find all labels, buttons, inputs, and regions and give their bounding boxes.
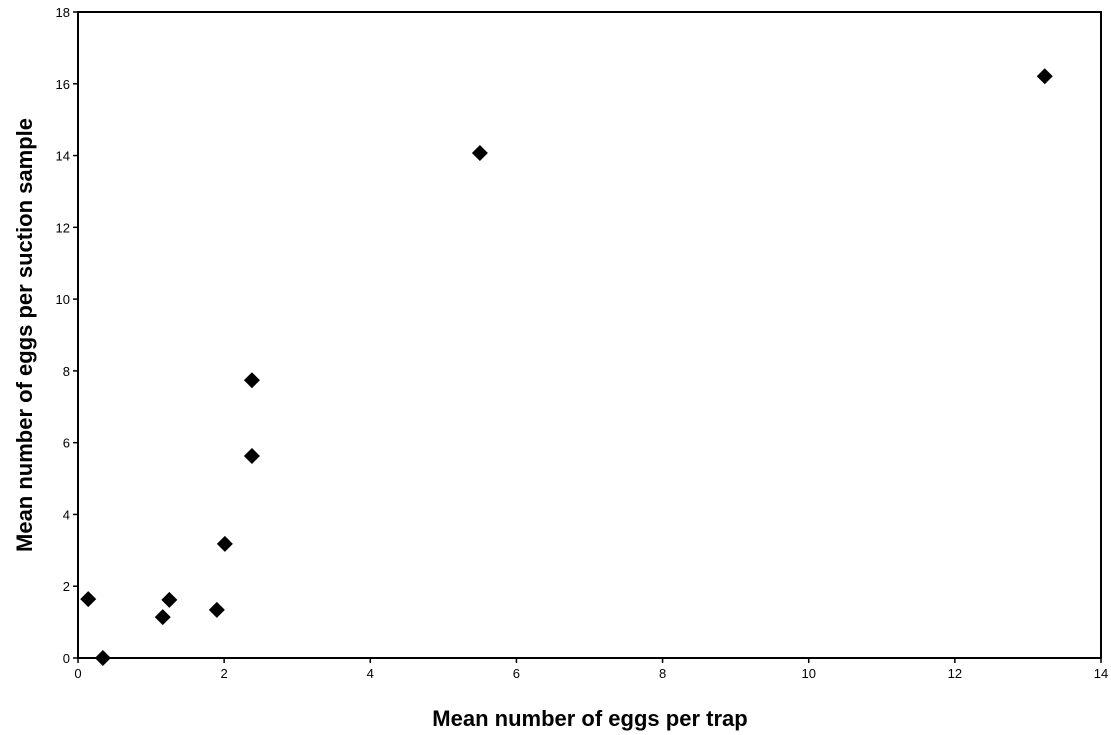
- point: [216, 535, 233, 552]
- y-tick-label: 12: [56, 220, 70, 235]
- y-tick-label: 14: [56, 149, 70, 164]
- y-tick-label: 4: [63, 507, 70, 522]
- x-tick-label: 12: [948, 666, 962, 681]
- point: [243, 372, 260, 389]
- y-tick-label: 6: [63, 436, 70, 451]
- x-tick-label: 8: [659, 666, 666, 681]
- y-tick-label: 10: [56, 292, 70, 307]
- x-tick-label: 0: [74, 666, 81, 681]
- y-tick-label: 8: [63, 364, 70, 379]
- x-tick-label: 14: [1094, 666, 1108, 681]
- point: [1036, 68, 1053, 85]
- x-tick-label: 2: [221, 666, 228, 681]
- x-axis-title: Mean number of eggs per trap: [432, 706, 747, 731]
- point: [471, 145, 488, 162]
- y-axis-title: Mean number of eggs per suction sample: [12, 118, 37, 552]
- point: [80, 591, 97, 608]
- plot-frame: [77, 11, 1102, 659]
- y-tick-label: 16: [56, 77, 70, 92]
- point: [94, 650, 111, 666]
- y-tick-label: 2: [63, 579, 70, 594]
- x-tick-label: 10: [801, 666, 815, 681]
- point: [154, 609, 171, 626]
- x-tick-label: 6: [513, 666, 520, 681]
- y-tick-label: 18: [56, 5, 70, 20]
- point: [161, 591, 178, 608]
- point: [243, 447, 260, 464]
- point: [208, 601, 225, 618]
- y-tick-label: 0: [63, 651, 70, 666]
- x-tick-label: 4: [367, 666, 374, 681]
